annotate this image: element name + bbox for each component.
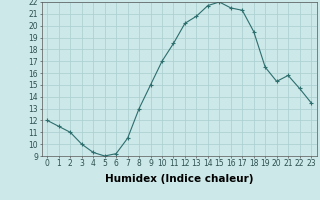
X-axis label: Humidex (Indice chaleur): Humidex (Indice chaleur) [105, 174, 253, 184]
